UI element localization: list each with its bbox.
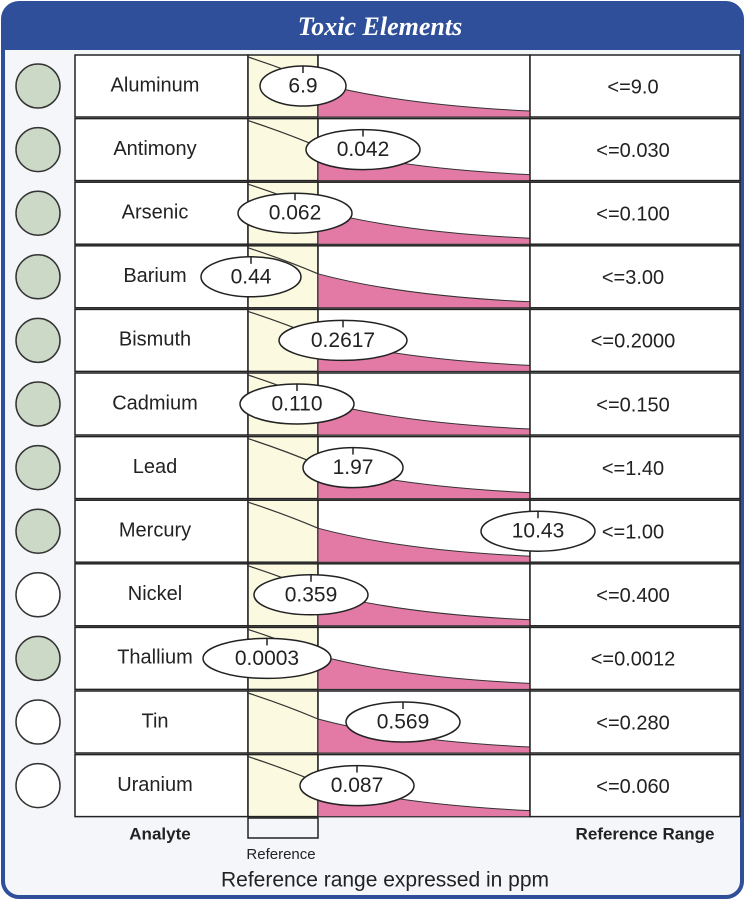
range-cell — [529, 626, 741, 691]
distribution-line — [247, 692, 319, 720]
result: 0.44 — [231, 265, 272, 288]
status-dot — [15, 190, 61, 236]
status-dot — [15, 254, 61, 300]
range-cell — [529, 563, 741, 627]
result: 0.062 — [269, 202, 322, 225]
range-cell — [529, 181, 741, 245]
status-dot — [15, 762, 61, 809]
analyte: Nickel — [128, 583, 182, 605]
analyte-cell — [74, 54, 249, 118]
result: 0.569 — [377, 711, 430, 734]
reference-band — [247, 690, 319, 754]
status-dot — [15, 317, 61, 364]
analyte: Arsenic — [122, 201, 189, 223]
result: 0.042 — [337, 138, 390, 161]
analyte-cell — [74, 372, 249, 436]
analyte: Bismuth — [119, 329, 191, 351]
reference: <=9.0 — [607, 76, 658, 98]
analyte-cell — [74, 435, 249, 500]
status-dot — [15, 635, 61, 682]
band-label: Reference — [246, 846, 315, 863]
analyte: Tin — [141, 710, 168, 732]
status-dot — [15, 444, 61, 491]
distribution-line — [247, 247, 319, 275]
range-cell — [529, 54, 741, 118]
analyte: Uranium — [117, 774, 193, 796]
status-dot — [15, 126, 61, 173]
header-bar — [3, 3, 742, 50]
analyte-cell — [74, 690, 249, 754]
status-dot — [15, 381, 61, 427]
range-cell — [529, 753, 741, 818]
range-cell — [529, 117, 741, 182]
result: 1.97 — [333, 456, 374, 479]
analyte: Aluminum — [111, 74, 200, 96]
title: Toxic Elements — [298, 12, 462, 41]
analyte-cell — [74, 753, 249, 818]
analyte-cell — [74, 117, 249, 182]
status-dot — [15, 572, 61, 618]
analyte: Barium — [123, 265, 186, 287]
analyte: Thallium — [117, 647, 193, 669]
result: 0.110 — [272, 393, 323, 416]
reference: <=1.00 — [602, 521, 664, 543]
reference: <=0.100 — [596, 203, 669, 225]
reference-band — [247, 499, 319, 563]
reference: <=0.0012 — [591, 649, 676, 671]
distribution-line — [247, 501, 319, 529]
footer-note: Reference range expressed in ppm — [221, 869, 549, 892]
reference: <=0.030 — [596, 140, 669, 162]
analyte: Cadmium — [112, 392, 198, 414]
range-cell — [529, 435, 741, 500]
status-dot — [15, 508, 61, 554]
status-dot — [15, 63, 61, 109]
reference: <=0.060 — [596, 776, 669, 798]
reference: <=0.280 — [596, 712, 669, 734]
analyte: Mercury — [119, 519, 191, 541]
analyte: Antimony — [113, 138, 196, 160]
reference: <=1.40 — [602, 458, 664, 480]
result: 0.087 — [331, 774, 384, 797]
analyte-cell — [74, 499, 249, 563]
result: 10.43 — [512, 520, 565, 543]
reference-box — [247, 817, 319, 839]
reference: <=0.150 — [596, 394, 669, 416]
range-cell — [529, 308, 741, 373]
result: 0.359 — [285, 583, 338, 606]
result: 0.2617 — [311, 329, 375, 352]
analyte-label: Analyte — [129, 824, 190, 843]
reference: <=3.00 — [602, 267, 664, 289]
reference: <=0.400 — [596, 585, 669, 607]
result: 0.0003 — [235, 647, 299, 670]
range-label: Reference Range — [576, 824, 715, 843]
range-cell — [529, 372, 741, 436]
range-cell — [529, 245, 741, 309]
result: 6.9 — [288, 75, 317, 98]
reference: <=0.2000 — [591, 331, 676, 353]
analyte: Lead — [133, 456, 178, 478]
range-cell — [529, 690, 741, 754]
analyte-cell — [74, 308, 249, 373]
status-dot — [15, 699, 61, 745]
